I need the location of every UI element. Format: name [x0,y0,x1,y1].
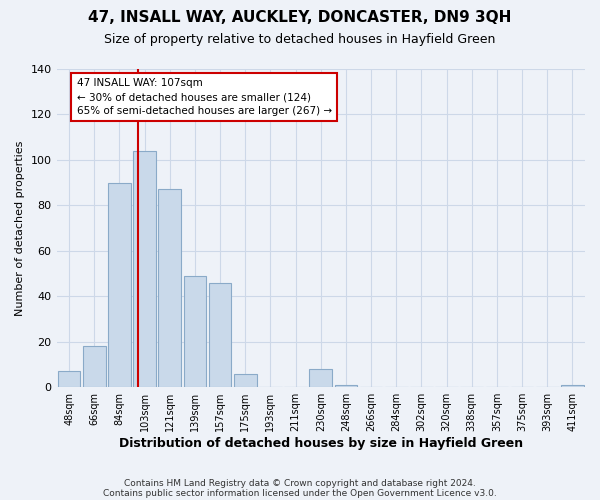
Text: Contains public sector information licensed under the Open Government Licence v3: Contains public sector information licen… [103,488,497,498]
X-axis label: Distribution of detached houses by size in Hayfield Green: Distribution of detached houses by size … [119,437,523,450]
Text: 47 INSALL WAY: 107sqm
← 30% of detached houses are smaller (124)
65% of semi-det: 47 INSALL WAY: 107sqm ← 30% of detached … [77,78,332,116]
Bar [58,372,80,387]
Bar [108,182,131,387]
Text: Contains HM Land Registry data © Crown copyright and database right 2024.: Contains HM Land Registry data © Crown c… [124,478,476,488]
Bar [561,385,584,387]
Text: 47, INSALL WAY, AUCKLEY, DONCASTER, DN9 3QH: 47, INSALL WAY, AUCKLEY, DONCASTER, DN9 … [88,10,512,25]
Bar [209,282,232,387]
Bar [335,385,357,387]
Bar [184,276,206,387]
Bar [133,151,156,387]
Bar [158,190,181,387]
Bar [234,374,257,387]
Y-axis label: Number of detached properties: Number of detached properties [15,140,25,316]
Bar [310,369,332,387]
Text: Size of property relative to detached houses in Hayfield Green: Size of property relative to detached ho… [104,32,496,46]
Bar [83,346,106,387]
